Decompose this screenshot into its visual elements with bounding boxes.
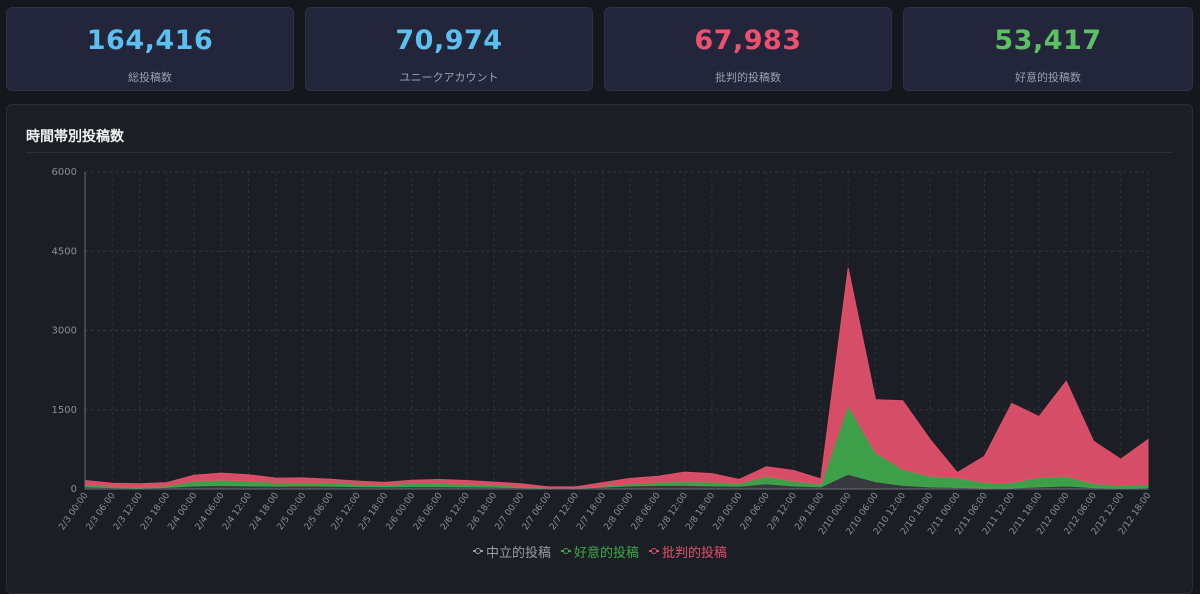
legend-item-positive[interactable]: 好意的投稿 — [560, 541, 639, 561]
legend-swatch-positive — [560, 547, 571, 555]
stat-value: 70,974 — [395, 25, 503, 56]
stat-value: 67,983 — [694, 25, 802, 56]
chart-legend: 中立的投稿 好意的投稿 批判的投稿 — [0, 541, 1200, 561]
stat-card-favorable: 53,417 好意的投稿数 — [903, 7, 1193, 91]
stat-value: 53,417 — [994, 25, 1102, 56]
stat-value: 164,416 — [86, 25, 214, 56]
area-series-negative — [84, 268, 1149, 489]
legend-item-negative[interactable]: 批判的投稿 — [649, 541, 727, 561]
y-tick-label: 4500 — [52, 246, 77, 257]
legend-swatch-negative — [649, 547, 659, 555]
legend-label: 批判的投稿 — [662, 545, 728, 561]
y-tick-label: 0 — [71, 484, 77, 495]
legend-label: 中立的投稿 — [485, 545, 551, 561]
legend-swatch-neutral — [472, 547, 483, 555]
y-tick-label: 1500 — [52, 405, 77, 416]
y-tick-label: 3000 — [52, 326, 77, 337]
panel-divider — [26, 152, 1173, 153]
chart-title: 時間帯別投稿数 — [26, 129, 124, 145]
stat-label: ユニークアカウント — [399, 71, 499, 84]
y-tick-label: 6000 — [52, 167, 77, 178]
stat-card-total: 164,416 総投稿数 — [6, 7, 294, 91]
chart-panel: 時間帯別投稿数 — [6, 104, 1193, 594]
stat-label: 好意的投稿数 — [1015, 71, 1081, 84]
stat-card-critical: 67,983 批判的投稿数 — [604, 7, 892, 91]
legend-label: 好意的投稿 — [573, 545, 639, 561]
stat-label: 総投稿数 — [128, 71, 172, 84]
stat-label: 批判的投稿数 — [715, 71, 781, 84]
legend-item-neutral[interactable]: 中立的投稿 — [472, 541, 551, 561]
stat-card-unique-accounts: 70,974 ユニークアカウント — [305, 7, 593, 91]
